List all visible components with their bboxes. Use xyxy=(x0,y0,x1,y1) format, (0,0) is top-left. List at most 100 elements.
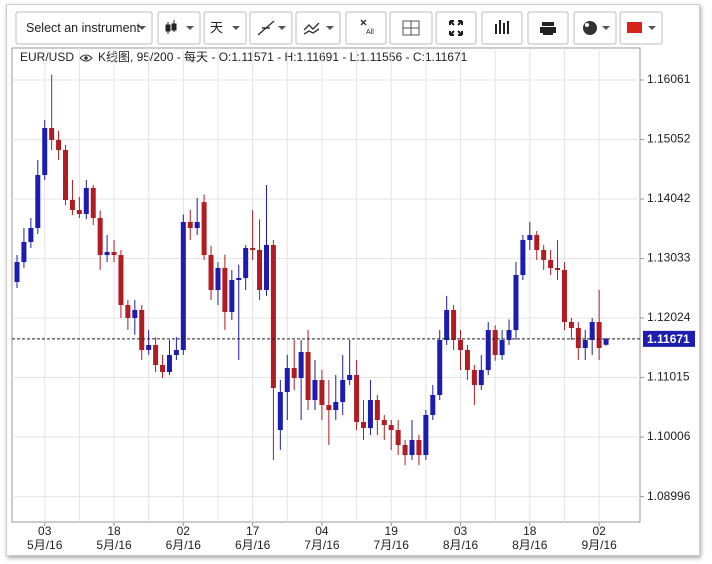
flag-icon xyxy=(627,22,642,33)
remove-icon xyxy=(360,19,367,26)
candle-body xyxy=(464,350,470,370)
candle-body xyxy=(229,280,235,313)
candle-body xyxy=(187,221,193,229)
candle-body xyxy=(173,350,179,356)
candle-body xyxy=(83,187,89,214)
draw-button[interactable] xyxy=(249,11,293,45)
candle-body xyxy=(14,262,20,283)
candle-body xyxy=(340,380,346,403)
candle-body xyxy=(458,339,464,351)
candle-icon xyxy=(165,20,177,34)
candle-body xyxy=(596,321,602,349)
x-tick-label: 02 xyxy=(592,524,606,538)
caret xyxy=(186,26,194,30)
candle-body xyxy=(291,367,297,379)
candle-body xyxy=(180,221,186,351)
period-button[interactable] xyxy=(203,11,247,45)
y-tick-label: 1.15052 xyxy=(647,132,691,146)
chart-type-button[interactable] xyxy=(157,11,201,45)
toolbar: Select an instrument 天 All xyxy=(15,11,663,45)
candle-body xyxy=(270,244,276,388)
candle-body xyxy=(250,248,256,251)
x-tick-label: 6月/16 xyxy=(166,538,202,552)
candle-body xyxy=(56,139,62,151)
chart-subtitle: K线图, 95/200 - 每天 - O:1.11571 - H:1.11691… xyxy=(98,49,468,64)
all-label: All xyxy=(366,29,374,36)
draw-icon xyxy=(257,20,275,36)
candle-body xyxy=(416,439,422,456)
y-tick-label: 1.11015 xyxy=(647,370,690,384)
candle-body xyxy=(506,330,512,340)
candle-body xyxy=(555,267,561,270)
candle-body xyxy=(243,248,249,279)
candle-body xyxy=(589,321,595,340)
grid-icon xyxy=(402,20,420,36)
indicator-button[interactable] xyxy=(295,11,341,45)
fullscreen-button[interactable] xyxy=(435,11,477,45)
candle-body xyxy=(42,128,48,176)
candle-body xyxy=(118,255,124,306)
y-tick-label: 1.12024 xyxy=(647,310,691,324)
candle-body xyxy=(90,187,96,218)
candle-body xyxy=(284,367,290,392)
x-tick-label: 03 xyxy=(38,524,52,538)
candle-body xyxy=(395,430,401,445)
x-tick-label: 8月/16 xyxy=(443,538,479,552)
candle-body xyxy=(35,175,41,229)
y-tick-label: 1.08996 xyxy=(647,489,691,503)
candle-body xyxy=(166,355,172,372)
candle-body xyxy=(76,210,82,214)
candle-body xyxy=(485,330,491,370)
caret xyxy=(326,26,334,30)
candle-body xyxy=(49,128,55,140)
candle-body xyxy=(63,150,69,201)
last-price-label: 1.11671 xyxy=(647,332,690,346)
candle-body xyxy=(201,202,207,256)
x-tick-label: 8月/16 xyxy=(512,538,548,552)
candle-body xyxy=(451,310,457,340)
candle-body xyxy=(402,444,408,456)
remove-all-button[interactable] xyxy=(345,11,387,45)
candle-body xyxy=(305,352,311,401)
x-tick-label: 9月/16 xyxy=(581,538,617,552)
candle-body xyxy=(104,252,110,256)
volume-button[interactable] xyxy=(481,11,523,45)
candle-body xyxy=(215,267,221,290)
candle-body xyxy=(333,402,339,411)
candle-body xyxy=(548,260,554,268)
candle-body xyxy=(236,278,242,281)
candle-body xyxy=(603,338,609,345)
candle-body xyxy=(132,310,138,318)
candle-body xyxy=(257,250,263,290)
candle-body xyxy=(28,228,34,242)
caret xyxy=(232,26,240,30)
candle-body xyxy=(354,375,360,422)
candle-body xyxy=(409,439,415,456)
caret xyxy=(138,26,146,30)
candle-body xyxy=(153,344,159,365)
candle-body xyxy=(367,400,373,429)
x-tick-label: 5月/16 xyxy=(27,538,63,552)
candle-body xyxy=(69,200,75,211)
symbol: EUR/USD xyxy=(20,50,74,64)
candle-body xyxy=(527,235,533,240)
plot-area xyxy=(11,47,641,523)
candle-body xyxy=(534,235,540,251)
candle-body xyxy=(347,375,353,381)
x-tick-label: 18 xyxy=(523,524,537,538)
candle-body xyxy=(561,269,567,322)
x-tick-label: 7月/16 xyxy=(304,538,340,552)
instrument-select[interactable] xyxy=(15,11,153,45)
period-label: 天 xyxy=(210,20,223,35)
palette-icon xyxy=(583,21,597,35)
y-tick-label: 1.10006 xyxy=(647,429,691,443)
x-tick-label: 02 xyxy=(177,524,191,538)
candle-body xyxy=(312,380,318,401)
candle-body xyxy=(111,252,117,256)
visibility-icon xyxy=(79,54,93,62)
candle-body xyxy=(326,405,332,411)
candle-body xyxy=(381,419,387,426)
y-tick-label: 1.13033 xyxy=(647,251,691,265)
